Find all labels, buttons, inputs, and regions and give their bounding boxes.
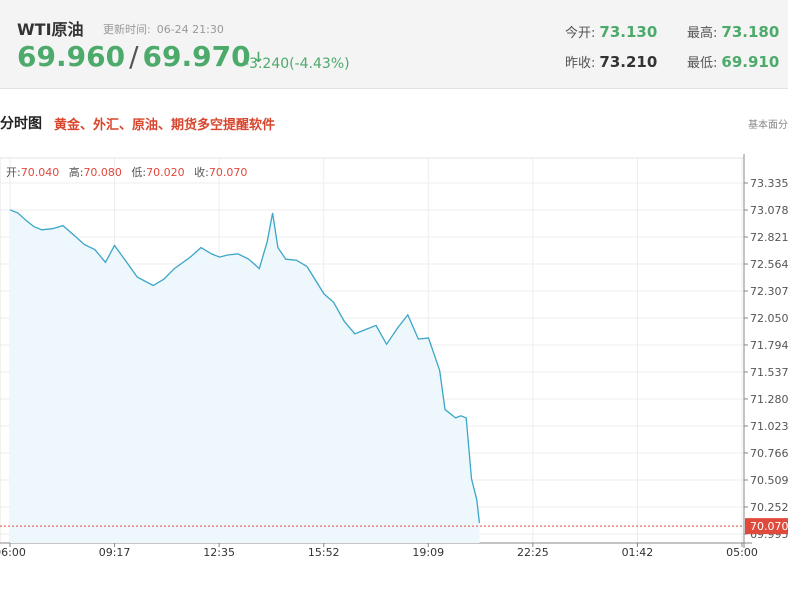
- prev-close-stat: 昨收: 73.210: [565, 52, 657, 71]
- y-tick-label: 71.280: [750, 393, 788, 406]
- ohlc-low-label: 低:: [131, 166, 147, 179]
- prev-close-label: 昨收:: [565, 56, 596, 71]
- current-price-label: 70.070: [750, 520, 788, 533]
- x-tick-label: 01:42: [622, 546, 654, 559]
- y-tick-label: 72.564: [750, 258, 788, 271]
- open-value: 73.130: [599, 23, 658, 41]
- bid-price: 69.960: [17, 40, 126, 73]
- update-value: 06-24 21:30: [156, 23, 224, 36]
- ohlc-low-value: 70.020: [146, 166, 185, 179]
- ohlc-open-label: 开:: [6, 166, 21, 179]
- low-stat: 最低: 69.910: [687, 52, 779, 71]
- ohlc-readout: 开:70.040 高:70.080 低:70.020 收:70.070: [6, 164, 247, 180]
- low-label: 最低:: [687, 56, 718, 71]
- y-tick-label: 70.766: [750, 447, 788, 460]
- x-tick-label: 19:09: [412, 546, 444, 559]
- price-change: -3.240(-4.43%): [244, 56, 350, 72]
- y-tick-label: 71.794: [750, 339, 788, 352]
- ohlc-close-value: 70.070: [208, 166, 248, 179]
- x-tick-label: 05:00: [726, 546, 758, 559]
- y-tick-label: 70.509: [750, 474, 788, 487]
- ohlc-high-label: 高:: [68, 166, 84, 179]
- price-area-fill: [10, 209, 480, 544]
- update-time: 更新时间: 06-24 21:30: [103, 21, 230, 37]
- bid-ask-price: 69.960/69.970 ↓: [17, 40, 264, 73]
- y-tick-label: 73.335: [750, 177, 788, 190]
- update-label: 更新时间:: [103, 23, 151, 36]
- y-tick-label: 71.537: [750, 366, 788, 379]
- open-stat: 今开: 73.130: [565, 22, 657, 41]
- x-tick-label: 09:17: [99, 546, 131, 559]
- y-tick-label: 72.821: [750, 231, 788, 244]
- quote-header: WTI原油 更新时间: 06-24 21:30 69.960/69.970 ↓ -3…: [0, 0, 788, 89]
- x-axis: 06:00 09:17 12:35 15:52 19:09 22:25 01:42 05:00: [0, 543, 758, 559]
- x-tick-label: 15:52: [308, 546, 340, 559]
- high-label: 最高:: [687, 26, 718, 41]
- low-value: 69.910: [721, 53, 780, 71]
- high-stat: 最高: 73.180: [687, 22, 779, 41]
- y-tick-label: 72.307: [750, 285, 788, 298]
- symbol-name: WTI原油: [17, 20, 84, 39]
- current-price-marker: 70.070: [0, 518, 788, 535]
- chart-tab-title[interactable]: 分时图: [0, 116, 42, 132]
- ask-price: 69.970: [142, 40, 251, 73]
- down-arrow-icon: ↓: [252, 50, 265, 66]
- price-line: [9, 209, 481, 524]
- x-tick-label: 06:00: [0, 546, 26, 559]
- y-tick-label: 71.023: [750, 420, 788, 433]
- y-axis: 73.335 73.078 72.821 72.564 72.307 72.050 71.7…: [744, 177, 788, 541]
- x-tick-label: 12:35: [203, 546, 235, 559]
- ohlc-high-value: 70.080: [83, 166, 122, 179]
- fundamentals-tab[interactable]: 基本面分: [748, 120, 788, 131]
- ohlc-close-label: 收:: [194, 166, 209, 179]
- alert-software-link[interactable]: 黄金、外汇、原油、期货多空提醒软件: [54, 118, 276, 133]
- ohlc-open-value: 70.040: [20, 166, 60, 179]
- y-tick-label: 73.078: [750, 204, 788, 217]
- prev-close-value: 73.210: [599, 53, 658, 71]
- price-separator: /: [129, 40, 139, 73]
- high-value: 73.180: [721, 23, 780, 41]
- y-tick-label: 70.252: [750, 501, 788, 514]
- x-tick-label: 22:25: [517, 546, 549, 559]
- current-price-badge: [745, 518, 788, 535]
- open-label: 今开:: [565, 26, 596, 41]
- y-tick-label: 72.050: [750, 312, 788, 325]
